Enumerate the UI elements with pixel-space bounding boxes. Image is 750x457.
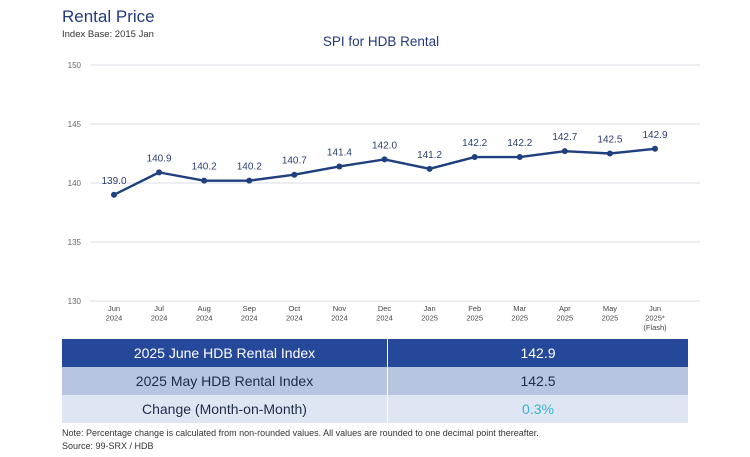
change-value: 0.3% bbox=[387, 395, 688, 423]
x-tick-label: 2025 bbox=[421, 314, 438, 323]
data-point bbox=[471, 154, 478, 161]
data-point bbox=[336, 163, 343, 170]
data-point bbox=[156, 169, 163, 176]
data-label: 140.2 bbox=[192, 162, 217, 173]
x-tick-label: 2025* bbox=[645, 314, 665, 323]
y-tick-label: 150 bbox=[68, 61, 82, 70]
x-tick-label: 2024 bbox=[376, 314, 393, 323]
change-label: Change (Month-on-Month) bbox=[62, 395, 388, 423]
x-tick-label: 2024 bbox=[241, 314, 258, 323]
x-tick-label: (Flash) bbox=[643, 323, 667, 332]
data-label: 142.2 bbox=[507, 138, 532, 149]
data-label: 141.4 bbox=[327, 147, 352, 158]
x-tick-label: 2025 bbox=[556, 314, 573, 323]
x-tick-label: Dec bbox=[378, 304, 392, 313]
footnote: Note: Percentage change is calculated fr… bbox=[62, 428, 539, 438]
table-row: 2025 June HDB Rental Index 142.9 bbox=[62, 339, 688, 367]
data-point bbox=[516, 154, 523, 161]
data-label: 142.7 bbox=[552, 132, 577, 143]
data-label: 140.2 bbox=[237, 162, 262, 173]
x-tick-label: 2024 bbox=[331, 314, 348, 323]
data-point bbox=[246, 177, 253, 184]
data-label: 142.2 bbox=[462, 138, 487, 149]
x-tick-label: 2024 bbox=[151, 314, 168, 323]
spi-line-chart: SPI for HDB Rental130135140145150Jun2024… bbox=[68, 34, 700, 332]
x-tick-label: Mar bbox=[513, 304, 526, 313]
x-tick-label: Aug bbox=[197, 304, 210, 313]
x-tick-label: Jun bbox=[108, 304, 120, 313]
data-label: 142.5 bbox=[597, 135, 622, 146]
previous-index-value: 142.5 bbox=[387, 367, 688, 395]
x-tick-label: 2024 bbox=[286, 314, 303, 323]
data-point bbox=[201, 177, 208, 184]
data-point bbox=[561, 148, 568, 155]
y-tick-label: 140 bbox=[68, 179, 82, 188]
x-tick-label: 2025 bbox=[466, 314, 483, 323]
data-label: 142.0 bbox=[372, 140, 397, 151]
data-label: 140.7 bbox=[282, 156, 307, 167]
x-tick-label: Nov bbox=[333, 304, 347, 313]
index-base-subtitle: Index Base: 2015 Jan bbox=[62, 29, 154, 40]
y-tick-label: 135 bbox=[68, 238, 82, 247]
x-tick-label: May bbox=[603, 304, 617, 313]
x-tick-label: Oct bbox=[288, 304, 301, 313]
data-label: 139.0 bbox=[101, 176, 126, 187]
current-index-label: 2025 June HDB Rental Index bbox=[62, 339, 388, 367]
data-point bbox=[291, 171, 298, 178]
chart-title: SPI for HDB Rental bbox=[323, 34, 439, 49]
x-tick-label: 2024 bbox=[106, 314, 123, 323]
current-index-value: 142.9 bbox=[387, 339, 688, 367]
table-row: Change (Month-on-Month) 0.3% bbox=[62, 395, 688, 423]
data-point bbox=[426, 165, 433, 172]
data-point bbox=[652, 145, 658, 152]
summary-table: 2025 June HDB Rental Index 142.9 2025 Ma… bbox=[62, 339, 688, 423]
y-tick-label: 145 bbox=[68, 120, 82, 129]
table-row: 2025 May HDB Rental Index 142.5 bbox=[62, 367, 688, 395]
y-tick-label: 130 bbox=[68, 297, 82, 306]
data-point bbox=[111, 191, 117, 198]
x-tick-label: Jan bbox=[424, 304, 436, 313]
x-tick-label: 2025 bbox=[511, 314, 528, 323]
previous-index-label: 2025 May HDB Rental Index bbox=[62, 367, 388, 395]
x-tick-label: Sep bbox=[243, 304, 256, 313]
x-tick-label: Jun bbox=[649, 304, 661, 313]
data-label: 141.2 bbox=[417, 150, 442, 161]
x-tick-label: Feb bbox=[468, 304, 481, 313]
x-tick-label: Apr bbox=[559, 304, 571, 313]
x-tick-label: 2024 bbox=[196, 314, 213, 323]
source-note: Source: 99-SRX / HDB bbox=[62, 441, 154, 451]
x-tick-label: Jul bbox=[154, 304, 164, 313]
data-point bbox=[381, 156, 388, 163]
x-tick-label: 2025 bbox=[602, 314, 619, 323]
data-point bbox=[606, 150, 613, 157]
data-label: 140.9 bbox=[147, 153, 172, 164]
data-label: 142.9 bbox=[642, 130, 667, 141]
page-title: Rental Price bbox=[62, 7, 155, 26]
